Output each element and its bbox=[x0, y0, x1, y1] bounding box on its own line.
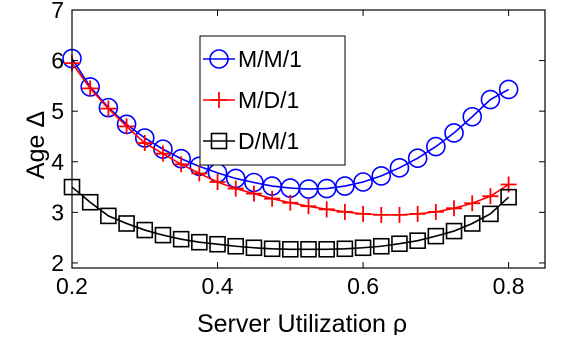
data-point bbox=[336, 203, 353, 220]
data-point bbox=[427, 203, 444, 220]
data-point bbox=[118, 215, 135, 232]
data-point bbox=[191, 165, 208, 182]
data-point bbox=[482, 188, 499, 205]
data-point bbox=[318, 240, 335, 258]
data-point bbox=[353, 172, 373, 192]
data-point bbox=[300, 198, 317, 215]
y-tick-label: 7 bbox=[51, 0, 64, 23]
data-point bbox=[409, 232, 426, 249]
data-point bbox=[318, 201, 335, 218]
data-point bbox=[154, 226, 172, 244]
data-point bbox=[480, 89, 501, 110]
data-point bbox=[335, 176, 355, 196]
data-point bbox=[173, 156, 190, 173]
x-tick-label: 0.8 bbox=[493, 273, 525, 299]
series-d-m-1 bbox=[63, 178, 517, 258]
data-point bbox=[407, 148, 428, 169]
x-tick-label: 0.2 bbox=[56, 273, 88, 299]
data-point bbox=[463, 215, 481, 232]
legend-marker bbox=[211, 92, 227, 108]
y-tick-label: 4 bbox=[51, 149, 64, 175]
legend-marker bbox=[210, 132, 228, 150]
data-point bbox=[355, 205, 372, 222]
data-point bbox=[444, 123, 464, 143]
data-point bbox=[81, 193, 99, 211]
data-point bbox=[245, 185, 262, 202]
data-point bbox=[282, 194, 299, 211]
data-point bbox=[300, 240, 317, 258]
data-point bbox=[118, 118, 135, 135]
legend-entry: M/D/1 bbox=[203, 87, 299, 113]
data-point bbox=[372, 237, 390, 255]
data-point bbox=[371, 166, 392, 186]
y-tick-label: 3 bbox=[51, 199, 64, 225]
data-point bbox=[263, 240, 281, 258]
data-point bbox=[227, 180, 244, 197]
legend: M/M/1 M/D/1 D/M/1 bbox=[199, 35, 346, 166]
y-tick-label: 6 bbox=[51, 48, 64, 74]
data-point bbox=[209, 235, 226, 253]
data-point bbox=[100, 207, 117, 225]
data-point bbox=[409, 205, 426, 222]
y-axis-label: Age Δ bbox=[22, 111, 50, 179]
data-point bbox=[136, 135, 153, 152]
data-point bbox=[482, 205, 499, 223]
data-point bbox=[391, 235, 408, 253]
legend-marker bbox=[209, 49, 229, 69]
legend-label: M/M/1 bbox=[238, 46, 302, 72]
data-point bbox=[426, 136, 446, 157]
y-tick-label: 5 bbox=[51, 98, 64, 124]
legend-label: D/M/1 bbox=[238, 128, 299, 154]
plot-frame bbox=[71, 9, 546, 269]
data-point bbox=[446, 200, 463, 217]
data-point bbox=[154, 145, 171, 162]
series-layer bbox=[62, 48, 519, 258]
data-point bbox=[427, 227, 445, 245]
series-line bbox=[71, 186, 510, 251]
data-point bbox=[264, 190, 281, 207]
x-axis-label: Server Utilization ρ bbox=[197, 310, 407, 335]
data-point bbox=[336, 240, 354, 258]
data-point bbox=[82, 80, 99, 97]
legend-label: M/D/1 bbox=[238, 87, 299, 113]
data-point bbox=[498, 79, 519, 100]
data-point bbox=[464, 195, 481, 212]
x-tick-label: 0.4 bbox=[202, 273, 234, 299]
data-point bbox=[445, 222, 463, 240]
data-point bbox=[191, 233, 208, 251]
legend-entry: M/M/1 bbox=[203, 46, 302, 72]
data-point bbox=[209, 174, 226, 190]
data-point bbox=[100, 100, 117, 117]
data-point bbox=[373, 206, 390, 223]
data-point bbox=[462, 106, 483, 127]
data-point bbox=[391, 206, 408, 223]
data-point bbox=[354, 239, 372, 257]
data-point bbox=[245, 239, 263, 257]
data-point bbox=[500, 188, 517, 206]
x-tick-label: 0.6 bbox=[347, 273, 379, 299]
data-point bbox=[172, 230, 190, 248]
data-point bbox=[136, 221, 154, 239]
y-tick-label: 2 bbox=[51, 250, 64, 276]
data-point bbox=[227, 237, 245, 255]
legend-entry: D/M/1 bbox=[203, 128, 299, 154]
axes-layer: 0.2 0.4 0.6 0.8 2 3 4 5 6 7 bbox=[51, 0, 546, 299]
data-point bbox=[389, 158, 410, 178]
data-point bbox=[282, 240, 299, 258]
